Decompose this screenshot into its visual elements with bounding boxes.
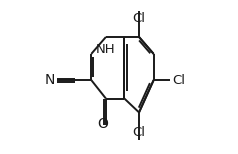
Text: O: O [97,117,108,131]
Text: N: N [52,73,63,87]
Text: N: N [45,73,55,87]
Text: Cl: Cl [133,12,145,25]
Text: O: O [100,118,111,132]
Text: Cl: Cl [172,74,185,87]
Text: Cl: Cl [133,126,145,139]
Text: NH: NH [96,43,116,56]
